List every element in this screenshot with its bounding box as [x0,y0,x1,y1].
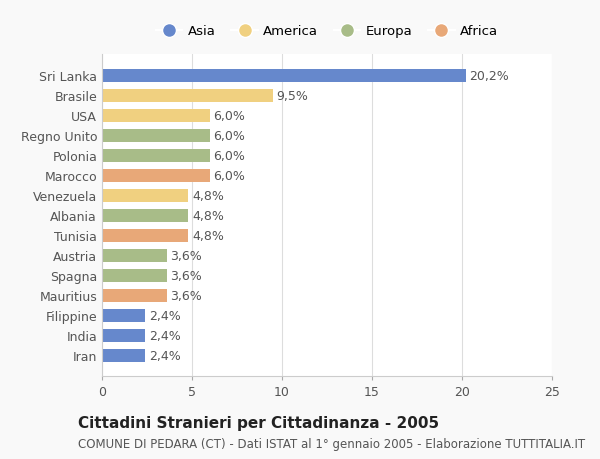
Bar [102,110,210,123]
Text: 3,6%: 3,6% [170,269,202,282]
Text: 2,4%: 2,4% [149,329,181,342]
Bar [102,289,167,302]
Text: 4,8%: 4,8% [192,209,224,222]
Text: 2,4%: 2,4% [149,349,181,362]
Bar [102,129,210,142]
Text: 2,4%: 2,4% [149,309,181,322]
Legend: Asia, America, Europa, Africa: Asia, America, Europa, Africa [151,20,503,44]
Text: 9,5%: 9,5% [277,90,308,103]
Text: 3,6%: 3,6% [170,249,202,262]
Bar [102,189,188,202]
Text: 3,6%: 3,6% [170,289,202,302]
Bar [102,309,145,322]
Bar [102,229,188,242]
Bar [102,169,210,182]
Bar [102,150,210,162]
Text: 6,0%: 6,0% [214,129,245,142]
Bar [102,269,167,282]
Text: Cittadini Stranieri per Cittadinanza - 2005: Cittadini Stranieri per Cittadinanza - 2… [78,415,439,431]
Bar [102,90,273,102]
Text: 4,8%: 4,8% [192,189,224,202]
Bar [102,70,466,83]
Text: COMUNE DI PEDARA (CT) - Dati ISTAT al 1° gennaio 2005 - Elaborazione TUTTITALIA.: COMUNE DI PEDARA (CT) - Dati ISTAT al 1°… [78,437,585,450]
Text: 20,2%: 20,2% [469,70,509,83]
Text: 6,0%: 6,0% [214,169,245,182]
Bar [102,329,145,342]
Bar [102,209,188,222]
Bar [102,349,145,362]
Text: 4,8%: 4,8% [192,229,224,242]
Text: 6,0%: 6,0% [214,150,245,162]
Bar [102,249,167,262]
Text: 6,0%: 6,0% [214,110,245,123]
